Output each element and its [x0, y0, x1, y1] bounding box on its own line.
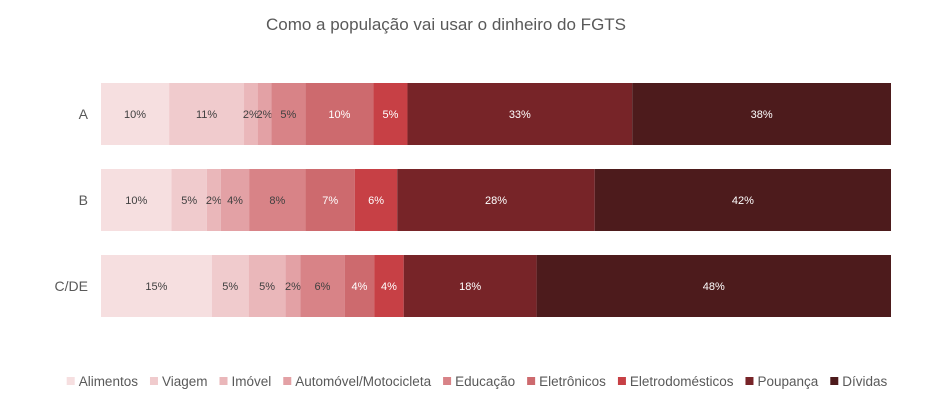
data-label: 2% — [206, 195, 222, 207]
bar-segment — [632, 83, 891, 145]
data-label: 33% — [509, 109, 531, 121]
data-label: 18% — [459, 281, 481, 293]
bar-segment — [403, 255, 537, 317]
bar-segment — [101, 255, 212, 317]
bar-segment — [101, 169, 172, 231]
bar-segment — [244, 83, 258, 145]
data-label: 5% — [280, 109, 296, 121]
data-label: 10% — [124, 109, 146, 121]
bar-segment — [305, 169, 355, 231]
data-label: 8% — [269, 195, 285, 207]
bar-segment — [169, 83, 245, 145]
legend-item: Poupança — [745, 374, 819, 389]
bar-segment — [397, 169, 595, 231]
legend-label: Eletrodomésticos — [630, 374, 734, 389]
data-label: 2% — [243, 109, 259, 121]
bar-segment — [344, 255, 375, 317]
legend-swatch — [219, 377, 228, 385]
bar-segment — [407, 83, 633, 145]
bar-segment — [300, 255, 345, 317]
legend-label: Poupança — [757, 374, 818, 389]
data-label: 48% — [703, 281, 725, 293]
legend-item: Eletrônicos — [527, 374, 606, 389]
legend-label: Eletrônicos — [539, 374, 606, 389]
bar-segment — [220, 169, 250, 231]
legend-item: Eletrodomésticos — [617, 374, 734, 389]
bar-segment — [101, 83, 170, 145]
data-label: 5% — [222, 281, 238, 293]
legend-label: Automóvel/Motocicleta — [295, 374, 431, 389]
legend-swatch — [617, 377, 626, 385]
data-label: 10% — [328, 109, 350, 121]
bar-segment — [374, 255, 404, 317]
legend-label: Alimentos — [79, 374, 139, 389]
bar-segment — [248, 255, 286, 317]
bar-segment — [354, 169, 398, 231]
legend-item: Dívidas — [830, 374, 888, 389]
legend: Alimentos Viagem Imóvel Automóvel/Motocicle… — [66, 374, 888, 389]
data-label: 4% — [381, 281, 397, 293]
legend-swatch — [443, 377, 452, 385]
data-label: 6% — [368, 195, 384, 207]
data-label: 5% — [382, 109, 398, 121]
data-label: 42% — [732, 195, 754, 207]
category-label: A — [79, 106, 89, 122]
data-label: 2% — [256, 109, 272, 121]
legend-swatch — [745, 377, 754, 385]
data-label: 10% — [125, 195, 147, 207]
legend-swatch — [149, 377, 158, 385]
bar-segment — [257, 83, 272, 145]
bar-segment — [373, 83, 408, 145]
bar-segment — [249, 169, 306, 231]
category-label: B — [79, 192, 88, 208]
data-label: 28% — [485, 195, 507, 207]
legend-item: Imóvel — [219, 374, 272, 389]
legend-item: Alimentos — [66, 374, 139, 389]
data-label: 7% — [322, 195, 338, 207]
bars: A 10% 11% 2%2% 5% 10% 5% 33% 38%B 10% 5% 2% 4% 8% 7% 6%… — [55, 83, 891, 317]
chart-title: Como a população vai usar o dinheiro do … — [266, 15, 626, 34]
legend-label: Educação — [455, 374, 515, 389]
data-label: 4% — [227, 195, 243, 207]
data-label: 5% — [259, 281, 275, 293]
legend-label: Dívidas — [842, 374, 887, 389]
data-label: 5% — [181, 195, 197, 207]
data-label: 15% — [145, 281, 167, 293]
legend-swatch — [66, 377, 75, 385]
data-label: 38% — [751, 109, 773, 121]
legend-label: Viagem — [162, 374, 208, 389]
data-label: 11% — [196, 109, 217, 121]
bar-segment — [285, 255, 301, 317]
bar-segment — [594, 169, 891, 231]
data-label: 2% — [285, 281, 301, 293]
legend-item: Educação — [443, 374, 515, 389]
bar-segment — [536, 255, 891, 317]
legend-swatch — [830, 377, 839, 385]
data-label: 4% — [351, 281, 367, 293]
bar-segment — [171, 169, 207, 231]
legend-label: Imóvel — [232, 374, 272, 389]
legend-item: Automóvel/Motocicleta — [283, 374, 432, 389]
legend-item: Viagem — [149, 374, 208, 389]
data-label: 6% — [315, 281, 331, 293]
legend-swatch — [283, 377, 292, 385]
legend-swatch — [527, 377, 536, 385]
bar-segment — [271, 83, 306, 145]
bar-segment — [211, 255, 249, 317]
bar-segment — [206, 169, 221, 231]
category-label: C/DE — [55, 278, 88, 294]
bar-segment — [305, 83, 374, 145]
